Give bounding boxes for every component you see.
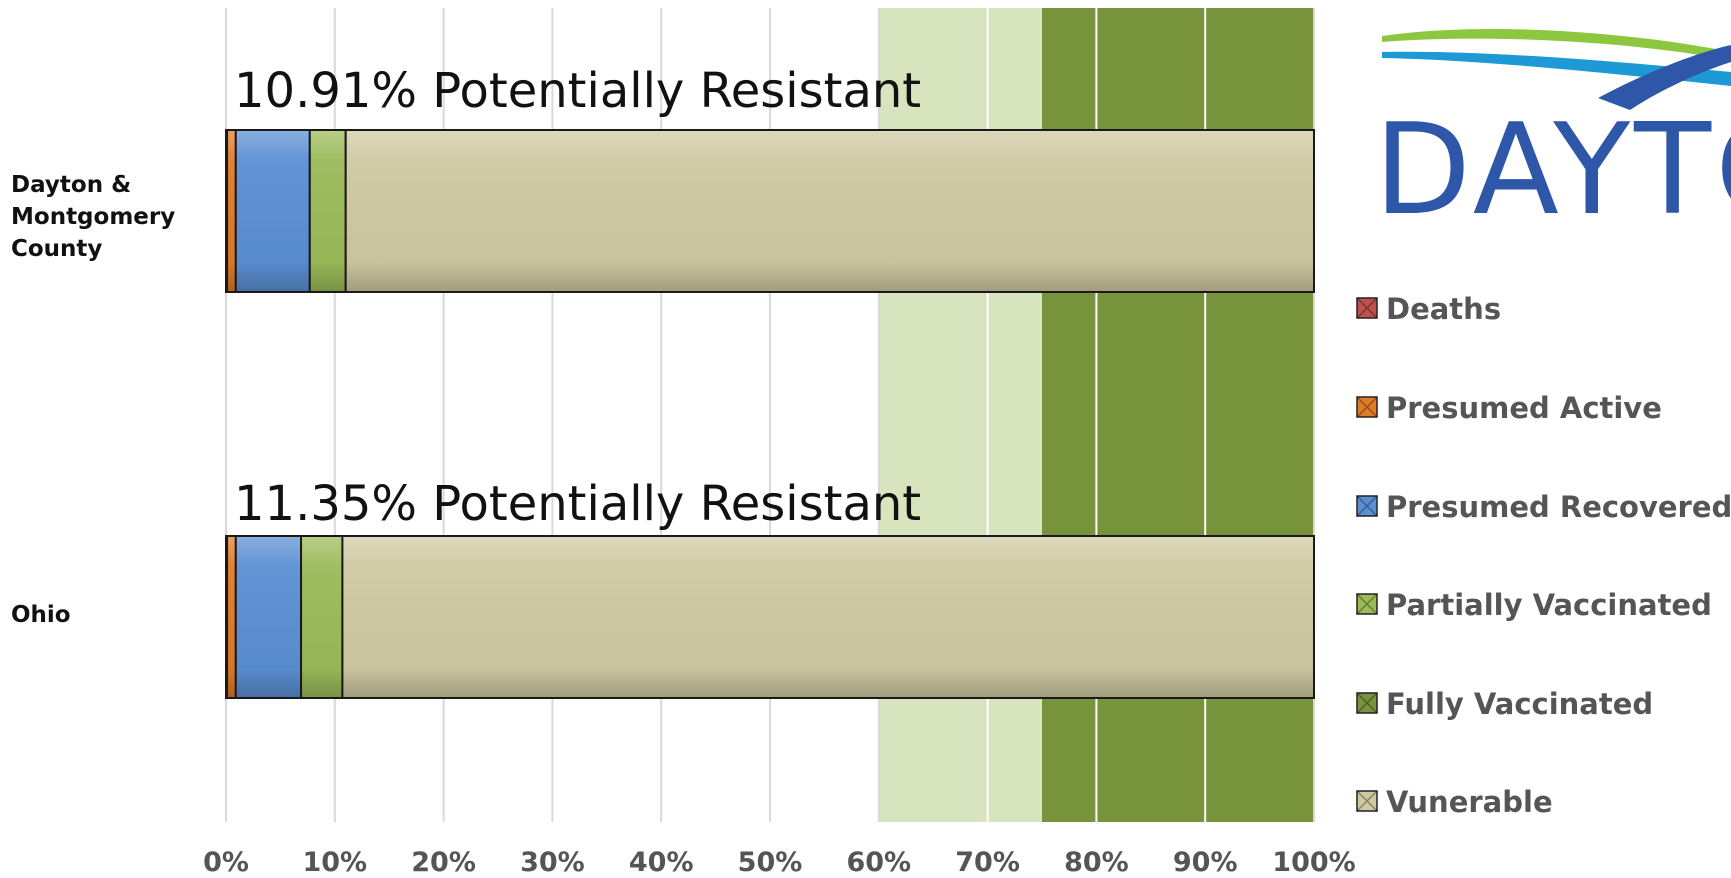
annotations: 10.91% Potentially Resistant 11.35% Poten… bbox=[234, 63, 921, 532]
legend-label: Presumed Active bbox=[1386, 391, 1662, 425]
legend-swatch-bevel bbox=[1356, 692, 1378, 714]
category-label: Dayton & bbox=[11, 172, 131, 198]
category-label: Montgomery bbox=[11, 204, 175, 230]
bar-segment-shade bbox=[346, 131, 1313, 291]
category-labels: Dayton & Montgomery County Ohio bbox=[11, 172, 175, 628]
legend-label: Fully Vaccinated bbox=[1386, 687, 1653, 721]
dayton-logo: DAYTON bbox=[1374, 29, 1731, 243]
bar-segment-shade bbox=[236, 537, 301, 697]
category-label: Ohio bbox=[11, 602, 71, 628]
bar-segment-shade bbox=[302, 537, 342, 697]
bar-segment-shade bbox=[343, 537, 1313, 697]
x-tick-label: 100% bbox=[1272, 847, 1355, 878]
x-tick-label: 50% bbox=[738, 847, 803, 878]
logo-swoosh-blue bbox=[1598, 45, 1731, 110]
legend-label: Deaths bbox=[1386, 292, 1501, 326]
legend-swatch bbox=[1356, 495, 1378, 517]
bar-segment-shade bbox=[228, 131, 235, 291]
legend-label: Presumed Recovered bbox=[1386, 490, 1731, 524]
resistance-annotation: 11.35% Potentially Resistant bbox=[234, 476, 921, 532]
legend-swatch-bevel bbox=[1356, 790, 1378, 812]
category-label: County bbox=[11, 236, 102, 262]
legend-swatch-bevel bbox=[1356, 297, 1378, 319]
legend-swatch bbox=[1356, 593, 1378, 615]
legend-label: Vunerable bbox=[1386, 785, 1553, 819]
x-tick-label: 40% bbox=[629, 847, 694, 878]
x-tick-label: 10% bbox=[302, 847, 367, 878]
legend-swatch-bevel bbox=[1356, 593, 1378, 615]
x-tick-label: 20% bbox=[411, 847, 476, 878]
legend-swatch bbox=[1356, 396, 1378, 418]
x-tick-labels: 0% 10% 20% 30% 40% 50% 60% 70% 80% 90% 100% bbox=[203, 847, 1356, 878]
resistance-annotation: 10.91% Potentially Resistant bbox=[234, 63, 921, 119]
x-tick-label: 60% bbox=[846, 847, 911, 878]
bar-segment-shade bbox=[236, 131, 309, 291]
logo-text: DAYTON bbox=[1374, 96, 1731, 243]
logo-swoosh-teal bbox=[1382, 51, 1731, 86]
x-tick-label: 30% bbox=[520, 847, 585, 878]
legend-swatch bbox=[1356, 692, 1378, 714]
bar-segment-shade bbox=[228, 537, 235, 697]
legend-swatch bbox=[1356, 790, 1378, 812]
bar-segment-shade bbox=[310, 131, 345, 291]
legend-swatch-bevel bbox=[1356, 495, 1378, 517]
legend: Deaths Presumed Active Presumed Recovered P… bbox=[1356, 292, 1731, 819]
x-tick-label: 70% bbox=[955, 847, 1020, 878]
bars bbox=[225, 129, 1315, 699]
legend-label: Partially Vaccinated bbox=[1386, 588, 1712, 622]
x-tick-label: 90% bbox=[1173, 847, 1238, 878]
x-tick-label: 0% bbox=[203, 847, 249, 878]
logo-swoosh-green bbox=[1382, 29, 1731, 60]
legend-swatch-bevel bbox=[1356, 396, 1378, 418]
x-tick-label: 80% bbox=[1064, 847, 1129, 878]
legend-swatch bbox=[1356, 297, 1378, 319]
